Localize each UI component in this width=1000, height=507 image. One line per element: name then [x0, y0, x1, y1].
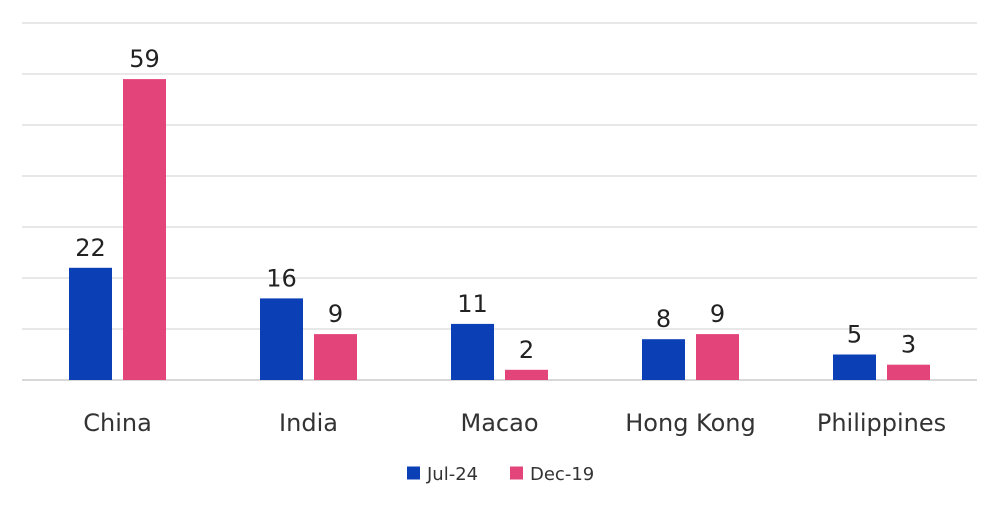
- value-label: 22: [75, 234, 106, 262]
- legend: Jul-24 Dec-19: [407, 464, 594, 485]
- legend-swatch-dec-19: [510, 466, 523, 480]
- value-label: 11: [457, 290, 488, 318]
- gridlines: [22, 22, 977, 381]
- category-label: Macao: [461, 409, 539, 437]
- bar-jul-24-china: [69, 267, 112, 380]
- legend-label: Dec-19: [530, 464, 594, 485]
- bar-dec-19-india: [314, 334, 357, 380]
- value-label: 5: [847, 321, 862, 349]
- bar-jul-24-philippines: [833, 354, 876, 380]
- bar-jul-24-india: [260, 298, 303, 380]
- value-label: 59: [129, 45, 160, 73]
- bar-dec-19-philippines: [887, 364, 930, 380]
- category-label: India: [279, 409, 338, 437]
- value-label: 2: [519, 336, 534, 364]
- bar-dec-19-hong-kong: [696, 334, 739, 380]
- value-label: 9: [710, 300, 725, 328]
- bar-dec-19-macao: [505, 369, 548, 380]
- bar-jul-24-macao: [451, 323, 494, 380]
- legend-label: Jul-24: [426, 464, 478, 485]
- category-label: Hong Kong: [625, 409, 755, 437]
- value-label: 8: [656, 305, 671, 333]
- value-labels: 22 59 16 9 11 2 8 9 5 3: [75, 45, 916, 364]
- value-label: 3: [901, 331, 916, 359]
- category-label: Philippines: [817, 409, 946, 437]
- bars: [69, 79, 930, 380]
- value-label: 9: [328, 300, 343, 328]
- category-labels: China India Macao Hong Kong Philippines: [83, 409, 946, 437]
- value-label: 16: [266, 264, 297, 292]
- bar-dec-19-china: [123, 79, 166, 380]
- legend-swatch-jul-24: [407, 466, 420, 480]
- category-label: China: [83, 409, 152, 437]
- bar-jul-24-hong-kong: [642, 339, 685, 380]
